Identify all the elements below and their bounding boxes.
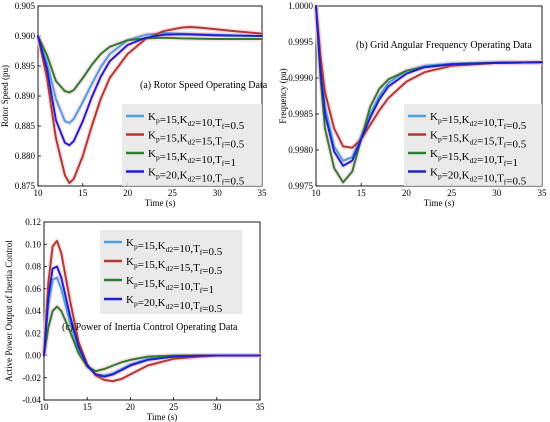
legend-entry: Kp=20,Kd2=10,Tf=0.5 bbox=[148, 167, 245, 188]
legend-entry: Kp=15,Kd2=10,Tf=0.5 bbox=[126, 237, 223, 258]
y-tick-label: -0.02 bbox=[22, 373, 41, 383]
legend-entry: Kp=15,Kd2=10,Tf=1 bbox=[430, 148, 518, 169]
y-tick-label: 0.885 bbox=[15, 121, 36, 131]
x-tick-label: 10 bbox=[34, 188, 44, 198]
chart-panel-1: 10 15 20 25 30 35 0.9975 0.9980 0.9985 0.9990 0.99… bbox=[278, 1, 547, 208]
legend-entry: Kp=20,Kd2=10,Tf=0.5 bbox=[430, 167, 527, 188]
legend-box bbox=[122, 104, 262, 186]
x-tick-label: 20 bbox=[123, 188, 133, 198]
y-tick-label: 0.02 bbox=[25, 328, 41, 338]
y-tick-label: 0.880 bbox=[15, 151, 36, 161]
x-tick-label: 30 bbox=[212, 402, 222, 412]
legend-entry: Kp=15,Kd2=10,Tf=1 bbox=[126, 275, 214, 296]
y-tick-label: -0.04 bbox=[22, 395, 41, 405]
x-tick-label: 20 bbox=[126, 402, 136, 412]
legend-entry: Kp=15,Kd2=10,Tf=0.5 bbox=[148, 111, 245, 132]
x-tick-label: 15 bbox=[357, 188, 367, 198]
x-tick-label: 20 bbox=[402, 188, 412, 198]
y-tick-label: 0.9995 bbox=[288, 37, 313, 47]
y-tick-label: 0.9990 bbox=[288, 73, 313, 83]
chart-panel-2: 10 15 20 25 30 35 -0.04 -0.02 0.00 0.02 0.04 0.06 0.… bbox=[4, 217, 265, 422]
panel-title: (c) Power of Inertia Control Operating D… bbox=[62, 322, 238, 333]
x-tick-label: 35 bbox=[538, 188, 548, 198]
series-line-3 bbox=[315, 5, 543, 167]
series-line-1 bbox=[37, 26, 263, 184]
x-tick-label: 25 bbox=[169, 402, 179, 412]
y-tick-label: 0.00 bbox=[25, 351, 41, 361]
series-line-1 bbox=[43, 239, 261, 383]
x-tick-label: 25 bbox=[168, 188, 178, 198]
x-tick-label: 30 bbox=[492, 188, 502, 198]
legend-box bbox=[404, 104, 542, 186]
panel-title: (a) Rotor Speed Operating Data bbox=[140, 80, 268, 91]
legend-entry: Kp=15,Kd2=15,Tf=0.5 bbox=[430, 130, 527, 151]
legend: Kp=15,Kd2=10,Tf=0.5Kp=15,Kd2=15,Tf=0.5Kp… bbox=[122, 104, 262, 188]
x-tick-label: 15 bbox=[83, 402, 93, 412]
x-axis-label: Time (s) bbox=[424, 198, 454, 208]
y-tick-label: 0.04 bbox=[25, 306, 41, 316]
x-axis-label: Time (s) bbox=[145, 198, 175, 208]
y-tick-label: 0.9975 bbox=[288, 181, 313, 191]
legend-box bbox=[100, 230, 242, 314]
series-line-3 bbox=[43, 265, 261, 378]
legend: Kp=15,Kd2=10,Tf=0.5Kp=15,Kd2=15,Tf=0.5Kp… bbox=[100, 230, 242, 315]
series-line-2 bbox=[37, 35, 263, 94]
x-tick-label: 10 bbox=[40, 402, 50, 412]
legend-entry: Kp=15,Kd2=15,Tf=0.5 bbox=[126, 256, 223, 277]
y-tick-label: 1.0000 bbox=[288, 1, 313, 11]
y-axis-label: Rotor Speed (pu) bbox=[0, 65, 10, 127]
y-axis-label: Frequency (pu) bbox=[278, 68, 288, 123]
panel-title: (b) Grid Angular Frequency Operating Dat… bbox=[356, 40, 532, 51]
y-tick-label: 0.06 bbox=[25, 284, 41, 294]
y-tick-label: 0.895 bbox=[15, 61, 36, 71]
legend: Kp=15,Kd2=10,Tf=0.5Kp=15,Kd2=15,Tf=0.5Kp… bbox=[404, 104, 542, 188]
y-tick-label: 0.900 bbox=[15, 31, 36, 41]
x-tick-label: 30 bbox=[213, 188, 223, 198]
y-tick-label: 0.9985 bbox=[288, 109, 313, 119]
x-tick-label: 35 bbox=[258, 188, 268, 198]
x-tick-label: 15 bbox=[78, 188, 88, 198]
chart-panel-0: 10 15 20 25 30 35 0.875 0.880 0.885 0.890 0.895 0.9… bbox=[0, 1, 268, 208]
y-tick-label: 0.890 bbox=[15, 91, 36, 101]
y-tick-label: 0.9980 bbox=[288, 145, 313, 155]
y-tick-label: 0.905 bbox=[15, 1, 36, 11]
x-tick-label: 25 bbox=[447, 188, 457, 198]
y-tick-label: 0.10 bbox=[25, 239, 41, 249]
y-axis-label: Active Power Output of Inertia Control bbox=[4, 240, 14, 382]
series-line-1 bbox=[315, 5, 543, 149]
x-tick-label: 35 bbox=[256, 402, 266, 412]
legend-entry: Kp=15,Kd2=10,Tf=0.5 bbox=[430, 111, 527, 132]
legend-entry: Kp=15,Kd2=10,Tf=1 bbox=[148, 148, 236, 169]
y-tick-label: 0.12 bbox=[25, 217, 41, 227]
x-axis-label: Time (s) bbox=[147, 412, 177, 422]
series-line-3 bbox=[37, 33, 263, 147]
y-tick-label: 0.875 bbox=[15, 181, 36, 191]
x-tick-label: 10 bbox=[312, 188, 322, 198]
legend-entry: Kp=15,Kd2=15,Tf=0.5 bbox=[148, 130, 245, 151]
y-tick-label: 0.08 bbox=[25, 262, 41, 272]
legend-entry: Kp=20,Kd2=10,Tf=0.5 bbox=[126, 294, 223, 315]
